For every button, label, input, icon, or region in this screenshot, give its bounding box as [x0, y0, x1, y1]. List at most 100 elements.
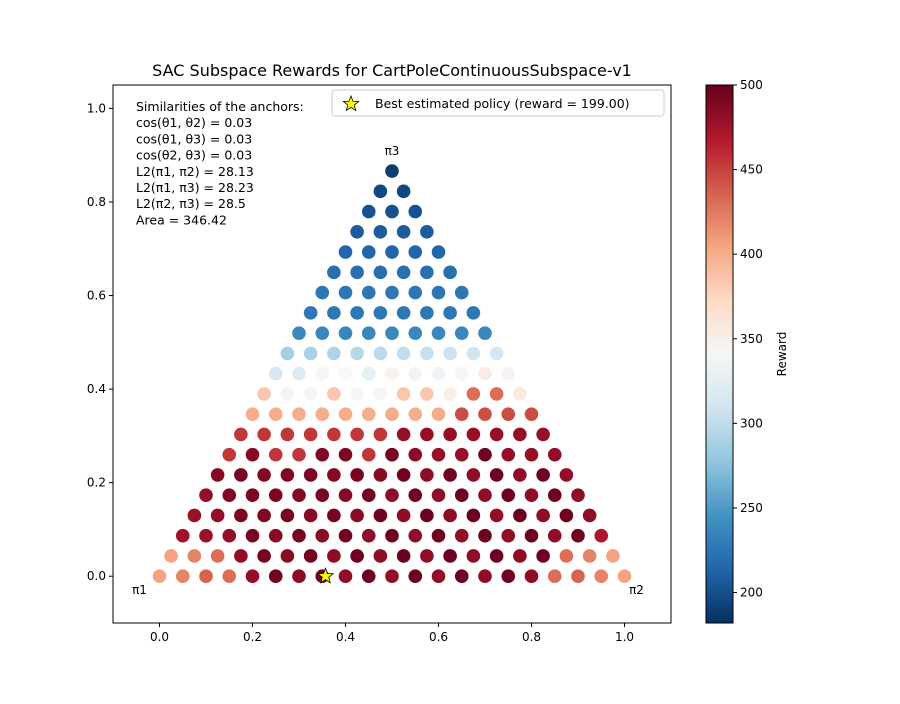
scatter-point	[361, 488, 376, 502]
anchor-label: π1	[132, 583, 147, 597]
scatter-point	[234, 549, 248, 563]
scatter-point	[396, 346, 411, 361]
scatter-point	[327, 387, 341, 401]
scatter-point	[338, 447, 353, 462]
scatter-point	[594, 528, 609, 543]
scatter-point	[431, 326, 446, 340]
scatter-point	[361, 285, 376, 300]
scatter-point	[385, 447, 399, 462]
x-tick-label: 0.0	[150, 630, 169, 644]
scatter-point	[292, 447, 306, 462]
scatter-point	[373, 427, 388, 442]
scatter-point	[408, 204, 423, 219]
colorbar-tick-label: 350	[740, 332, 763, 346]
scatter-point	[501, 407, 516, 421]
x-tick-label: 0.6	[429, 630, 448, 644]
colorbar-label: Reward	[775, 332, 789, 377]
scatter-point	[373, 265, 388, 280]
scatter-point	[350, 225, 364, 239]
annotation-line: cos(θ2, θ3) = 0.03	[136, 148, 252, 163]
scatter-point	[373, 549, 388, 563]
scatter-point	[268, 407, 283, 421]
scatter-point	[292, 528, 306, 543]
scatter-point	[280, 387, 295, 401]
scatter-point	[361, 204, 376, 219]
scatter-point	[292, 407, 306, 421]
scatter-point	[187, 549, 202, 563]
scatter-point	[327, 549, 341, 563]
scatter-point	[280, 346, 295, 361]
scatter-point	[373, 468, 388, 482]
scatter-point	[338, 569, 353, 584]
y-tick-label: 0.8	[87, 195, 106, 209]
scatter-point	[536, 427, 550, 442]
annotation-line: L2(π1, π3) = 28.23	[136, 180, 254, 195]
scatter-point	[327, 306, 341, 320]
anchor-label: π3	[385, 144, 400, 158]
scatter-point	[327, 346, 341, 361]
annotation-line: cos(θ1, θ3) = 0.03	[136, 131, 252, 146]
scatter-point	[547, 569, 562, 584]
colorbar-tick-label: 200	[740, 586, 763, 600]
scatter-point	[338, 326, 353, 340]
scatter-point	[222, 447, 237, 462]
scatter-point	[431, 569, 446, 584]
scatter-point	[408, 488, 423, 502]
scatter-point	[396, 225, 411, 239]
scatter-point	[408, 245, 423, 259]
scatter-point	[234, 508, 248, 523]
scatter-point	[175, 528, 190, 543]
scatter-point	[408, 285, 423, 300]
scatter-point	[513, 427, 527, 442]
y-tick-label: 0.6	[87, 289, 106, 303]
scatter-point	[489, 346, 504, 361]
scatter-point	[454, 488, 469, 502]
scatter-point	[350, 508, 364, 523]
scatter-point	[222, 488, 237, 502]
x-axis: 0.0 0.2 0.4 0.6 0.8 1.0	[150, 623, 634, 644]
scatter-point	[478, 366, 492, 381]
scatter-point	[489, 427, 504, 442]
best-policy-star	[316, 567, 335, 584]
scatter-point	[420, 387, 434, 401]
y-tick-label: 1.0	[87, 101, 106, 115]
scatter-point	[338, 285, 353, 300]
scatter-point	[420, 427, 434, 442]
scatter-point	[280, 549, 295, 563]
legend-star-icon	[342, 94, 360, 112]
scatter-point	[257, 549, 271, 563]
scatter-point	[420, 306, 434, 320]
annotation-line: L2(π2, π3) = 28.5	[136, 196, 246, 211]
scatter-point	[396, 265, 411, 280]
scatter-point	[257, 387, 271, 401]
scatter-point	[268, 528, 283, 543]
scatter-point	[524, 569, 539, 584]
chart-title: SAC Subspace Rewards for CartPoleContinu…	[152, 61, 632, 80]
scatter-point	[571, 528, 585, 543]
plot-frame	[112, 84, 672, 624]
scatter-point	[350, 468, 364, 482]
scatter-point	[513, 387, 527, 401]
scatter-point	[303, 468, 318, 482]
y-axis: 0.0 0.2 0.4 0.6 0.8 1.0	[87, 101, 113, 583]
scatter-point	[315, 326, 330, 340]
scatter-point	[524, 407, 539, 421]
scatter-point	[280, 427, 295, 442]
scatter-point	[257, 508, 271, 523]
scatter-point	[454, 447, 469, 462]
scatter-point	[385, 528, 399, 543]
legend-box	[331, 89, 665, 117]
scatter-point	[501, 366, 516, 381]
x-tick-label: 0.2	[243, 630, 262, 644]
scatter-point	[536, 508, 550, 523]
scatter-point	[571, 569, 585, 584]
scatter-point	[443, 306, 457, 320]
scatter-point	[571, 488, 585, 502]
scatter-point	[199, 528, 213, 543]
scatter-point	[501, 447, 516, 462]
scatter-point	[489, 468, 504, 482]
scatter-point	[385, 569, 399, 584]
scatter-point	[385, 204, 399, 219]
